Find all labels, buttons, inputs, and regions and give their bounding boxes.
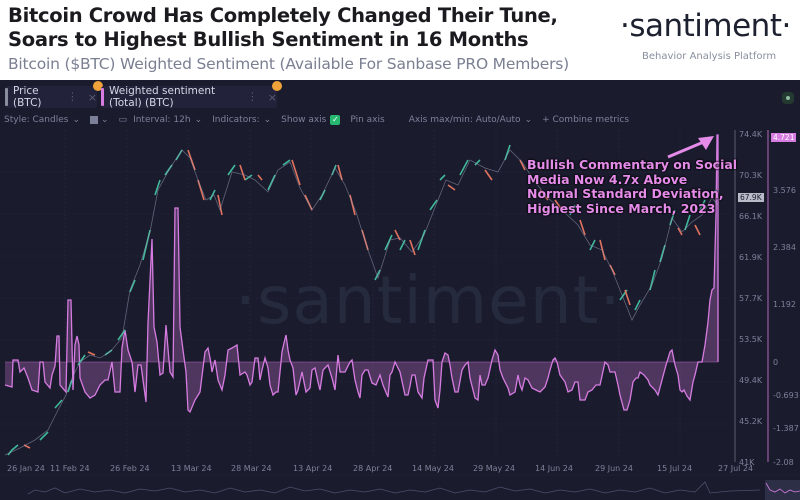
sentiment-axis-tick: 0 <box>773 358 779 367</box>
interval-dropdown[interactable]: Interval: 12h <box>133 115 191 125</box>
annotation-line: Highest Since March, 2023 <box>527 200 716 216</box>
x-axis-tick: 28 Apr 24 <box>353 464 393 473</box>
sentiment-axis-tick: -2.08 <box>773 458 794 467</box>
chart-plot[interactable] <box>0 130 800 500</box>
sentiment-axis-tick: 2.384 <box>773 243 796 252</box>
price-axis-tick: 41K <box>739 458 755 467</box>
chart-toolbar: Style: Candles ⌄ ⌄ ▭ Interval: 12h ⌄ Ind… <box>4 113 633 127</box>
headline-line-2: Soars to Highest Bullish Sentiment in 16… <box>8 28 529 51</box>
pro-badge-icon <box>272 81 282 91</box>
indicators-dropdown[interactable]: Indicators: <box>212 115 260 125</box>
subtitle: Bitcoin ($BTC) Weighted Sentiment (Avail… <box>8 55 569 73</box>
x-axis-tick: 29 Jun 24 <box>595 464 633 473</box>
series-color-bar <box>5 88 8 106</box>
price-axis-tick: 74.4K <box>739 130 763 139</box>
chevron-down-icon: ⌄ <box>263 115 272 125</box>
sentiment-axis-tick: 1.192 <box>773 300 796 309</box>
price-axis-tick: 49.4K <box>739 376 763 385</box>
annotation-line: Bullish Commentary on Social <box>527 157 738 172</box>
show-axis-checkbox[interactable]: ✓ <box>330 115 341 125</box>
color-swatch-dropdown[interactable] <box>90 116 98 124</box>
tab-weighted-sentiment[interactable]: Weighted sentiment (Total) (BTC) ⋮ × <box>101 81 282 109</box>
current-sentiment-tag: 4.721 <box>771 133 797 142</box>
pro-badge-icon <box>93 81 103 91</box>
arrow-head-icon <box>698 136 714 150</box>
annotation-arrow <box>667 139 707 159</box>
x-axis-tick: 14 Jun 24 <box>535 464 573 473</box>
price-axis-tick: 53.5K <box>739 335 763 344</box>
calendar-icon: ▭ <box>118 115 128 125</box>
tab-label: Weighted sentiment (Total) (BTC) <box>109 85 216 109</box>
chevron-down-icon: ⌄ <box>101 115 109 125</box>
x-axis-tick: 14 May 24 <box>412 464 454 473</box>
sentiment-line <box>4 134 719 414</box>
series-color-bar <box>101 88 104 106</box>
x-axis-tick: 13 Mar 24 <box>171 464 212 473</box>
tab-label: Price (BTC) <box>13 85 42 109</box>
headline-line-1: Bitcoin Crowd Has Completely Changed The… <box>8 4 558 27</box>
live-status-icon <box>782 92 794 104</box>
pin-axis-toggle[interactable]: Pin axis <box>350 115 385 125</box>
grid <box>0 130 732 462</box>
watermark: ·santiment· <box>235 262 622 339</box>
x-axis-tick: 15 Jul 24 <box>657 464 693 473</box>
style-dropdown[interactable]: Style: Candles <box>4 115 69 125</box>
navigator-sentiment-trace <box>765 482 800 494</box>
sentiment-axis-tick: -1.387 <box>773 424 799 433</box>
price-axis-tick: 45.2K <box>739 417 763 426</box>
axis-minmax-dropdown[interactable]: Axis max/min: Auto/Auto <box>408 115 521 125</box>
close-icon[interactable]: × <box>267 90 277 104</box>
sentiment-axis-tick: -0.693 <box>773 391 799 400</box>
tab-price-btc[interactable]: Price (BTC) ⋮ × <box>5 81 103 109</box>
annotation-line: Normal Standard Deviation, <box>527 186 724 201</box>
price-axis-tick: 61.9K <box>739 253 763 262</box>
santiment-logo: ·santiment· <box>620 8 791 44</box>
headline: Bitcoin Crowd Has Completely Changed The… <box>8 4 558 52</box>
price-axis-tick: 70.3K <box>739 171 763 180</box>
x-axis-tick: 13 Apr 24 <box>293 464 333 473</box>
close-icon[interactable]: × <box>87 90 97 104</box>
annotation-text: Bullish Commentary on Social Media Now 4… <box>527 157 738 216</box>
header: Bitcoin Crowd Has Completely Changed The… <box>0 0 800 80</box>
more-options-icon[interactable]: ⋮ <box>247 91 258 103</box>
navigator-selection[interactable] <box>765 480 800 500</box>
current-price-tag: 67.9K <box>738 193 764 202</box>
x-axis-tick: 11 Feb 24 <box>50 464 90 473</box>
x-axis-tick: 26 Feb 24 <box>110 464 150 473</box>
sanbase-chart-app: Price (BTC) ⋮ × Weighted sentiment (Tota… <box>0 80 800 500</box>
show-axis-label: Show axis <box>281 115 327 125</box>
combine-metrics-button[interactable]: + Combine metrics <box>542 115 630 125</box>
annotation-line: Media Now 4.7x Above <box>527 171 688 187</box>
chevron-down-icon: ⌄ <box>72 115 80 125</box>
more-options-icon[interactable]: ⋮ <box>67 91 78 103</box>
x-axis-tick: 29 May 24 <box>473 464 515 473</box>
price-candles-up <box>7 144 717 456</box>
x-axis-tick: 28 Mar 24 <box>231 464 272 473</box>
sentiment-axis-tick: 3.576 <box>773 186 796 195</box>
x-axis-tick: 27 Jul 24 <box>718 464 754 473</box>
price-axis-tick: 66.1K <box>739 212 763 221</box>
price-axis-tick: 57.7K <box>739 294 763 303</box>
x-axis-tick: 26 Jan 24 <box>7 464 45 473</box>
logo-tagline: Behavior Analysis Platform <box>642 51 777 62</box>
price-line-trace <box>4 149 719 456</box>
chevron-down-icon: ⌄ <box>524 115 533 125</box>
navigator-mini-chart[interactable] <box>27 481 761 495</box>
chevron-down-icon: ⌄ <box>194 115 203 125</box>
